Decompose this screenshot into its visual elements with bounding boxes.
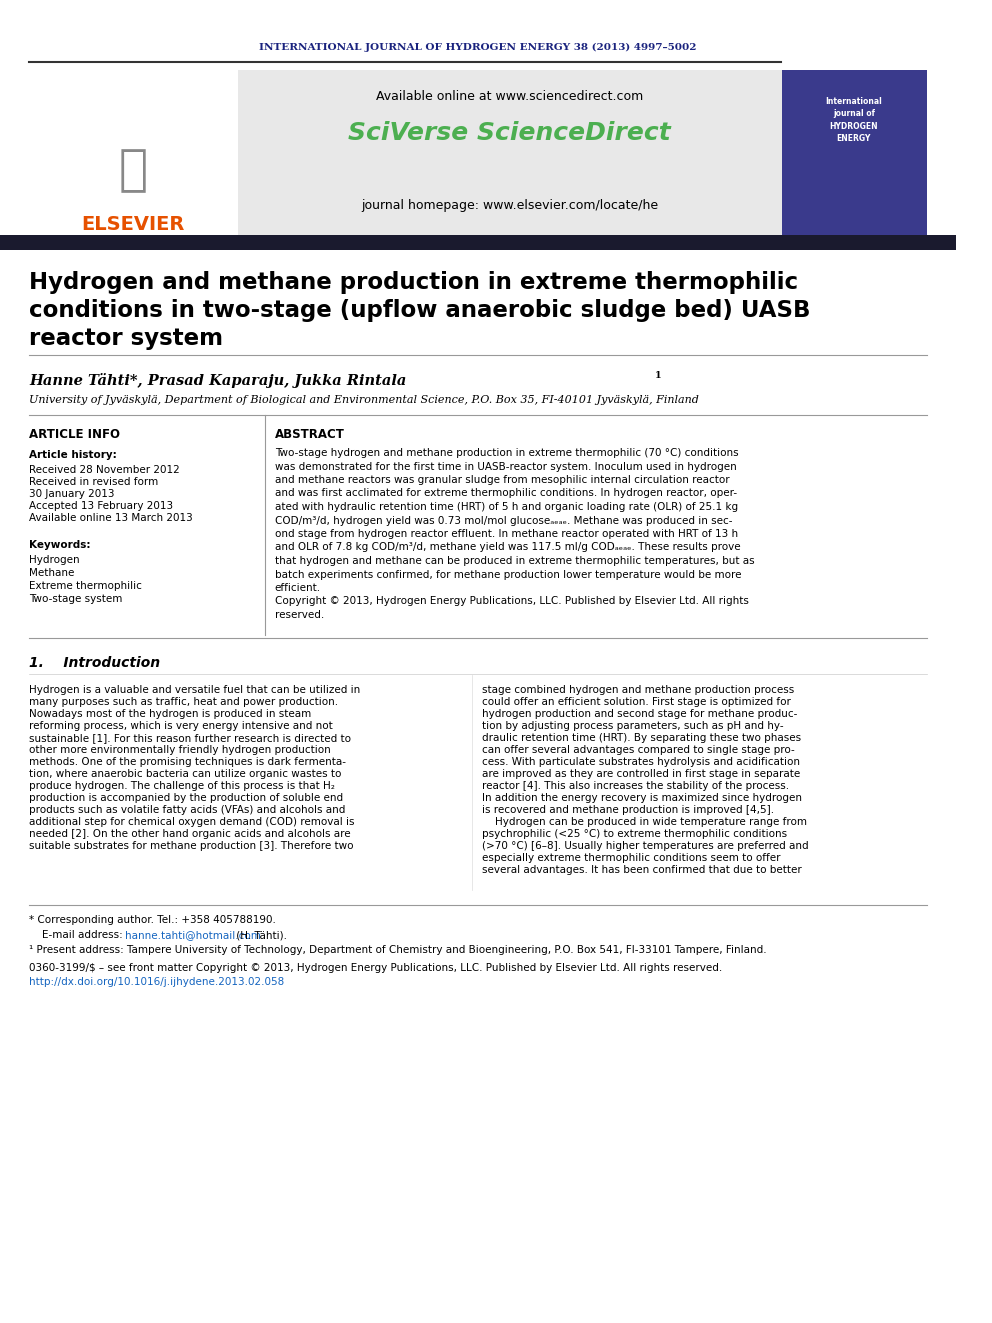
- Text: 1: 1: [656, 372, 662, 381]
- Text: Keywords:: Keywords:: [29, 540, 90, 550]
- Text: Hydrogen and methane production in extreme thermophilic: Hydrogen and methane production in extre…: [29, 270, 798, 294]
- Text: reserved.: reserved.: [275, 610, 324, 620]
- Text: is recovered and methane production is improved [4,5].: is recovered and methane production is i…: [482, 804, 774, 815]
- Text: INTERNATIONAL JOURNAL OF HYDROGEN ENERGY 38 (2013) 4997–5002: INTERNATIONAL JOURNAL OF HYDROGEN ENERGY…: [259, 42, 696, 52]
- Text: In addition the energy recovery is maximized since hydrogen: In addition the energy recovery is maxim…: [482, 792, 802, 803]
- Text: Two-stage hydrogen and methane production in extreme thermophilic (70 °C) condit: Two-stage hydrogen and methane productio…: [275, 448, 738, 458]
- Text: (>70 °C) [6–8]. Usually higher temperatures are preferred and: (>70 °C) [6–8]. Usually higher temperatu…: [482, 841, 808, 851]
- Text: University of Jyväskylä, Department of Biological and Environmental Science, P.O: University of Jyväskylä, Department of B…: [29, 396, 698, 405]
- Text: other more environmentally friendly hydrogen production: other more environmentally friendly hydr…: [29, 745, 330, 755]
- Text: * Corresponding author. Tel.: +358 405788190.: * Corresponding author. Tel.: +358 40578…: [29, 916, 276, 925]
- Text: Copyright © 2013, Hydrogen Energy Publications, LLC. Published by Elsevier Ltd. : Copyright © 2013, Hydrogen Energy Public…: [275, 597, 749, 606]
- Text: ated with hydraulic retention time (HRT) of 5 h and organic loading rate (OLR) o: ated with hydraulic retention time (HRT)…: [275, 501, 738, 512]
- Text: production is accompanied by the production of soluble end: production is accompanied by the product…: [29, 792, 343, 803]
- Text: conditions in two-stage (upflow anaerobic sludge bed) UASB: conditions in two-stage (upflow anaerobi…: [29, 299, 810, 321]
- Text: SciVerse ScienceDirect: SciVerse ScienceDirect: [348, 120, 672, 146]
- Text: Accepted 13 February 2013: Accepted 13 February 2013: [29, 501, 173, 511]
- Text: Received in revised form: Received in revised form: [29, 478, 158, 487]
- Text: several advantages. It has been confirmed that due to better: several advantages. It has been confirme…: [482, 865, 802, 875]
- Text: Methane: Methane: [29, 568, 74, 578]
- Text: tion, where anaerobic bacteria can utilize organic wastes to: tion, where anaerobic bacteria can utili…: [29, 769, 341, 779]
- Text: could offer an efficient solution. First stage is optimized for: could offer an efficient solution. First…: [482, 697, 791, 706]
- Text: ELSEVIER: ELSEVIER: [81, 216, 185, 234]
- FancyBboxPatch shape: [29, 70, 238, 235]
- Text: 1.    Introduction: 1. Introduction: [29, 656, 160, 669]
- Text: hanne.tahti@hotmail.com: hanne.tahti@hotmail.com: [125, 930, 261, 941]
- Text: ond stage from hydrogen reactor effluent. In methane reactor operated with HRT o: ond stage from hydrogen reactor effluent…: [275, 529, 738, 538]
- Text: Available online 13 March 2013: Available online 13 March 2013: [29, 513, 192, 523]
- Text: reactor [4]. This also increases the stability of the process.: reactor [4]. This also increases the sta…: [482, 781, 789, 791]
- Text: sustainable [1]. For this reason further research is directed to: sustainable [1]. For this reason further…: [29, 733, 351, 744]
- Text: 🌳: 🌳: [118, 146, 148, 194]
- Text: Hydrogen is a valuable and versatile fuel that can be utilized in: Hydrogen is a valuable and versatile fue…: [29, 685, 360, 695]
- Text: are improved as they are controlled in first stage in separate: are improved as they are controlled in f…: [482, 769, 801, 779]
- Text: Hydrogen can be produced in wide temperature range from: Hydrogen can be produced in wide tempera…: [482, 818, 806, 827]
- Text: Hydrogen: Hydrogen: [29, 556, 79, 565]
- Text: ARTICLE INFO: ARTICLE INFO: [29, 429, 120, 442]
- Text: produce hydrogen. The challenge of this process is that H₂: produce hydrogen. The challenge of this …: [29, 781, 334, 791]
- Text: ¹ Present address: Tampere University of Technology, Department of Chemistry and: ¹ Present address: Tampere University of…: [29, 945, 767, 955]
- Text: suitable substrates for methane production [3]. Therefore two: suitable substrates for methane producti…: [29, 841, 353, 851]
- Text: efficient.: efficient.: [275, 583, 320, 593]
- Text: and OLR of 7.8 kg COD/m³/d, methane yield was 117.5 ml/g CODₐₑₐₑ. These results : and OLR of 7.8 kg COD/m³/d, methane yiel…: [275, 542, 740, 553]
- FancyBboxPatch shape: [0, 235, 956, 250]
- FancyBboxPatch shape: [782, 70, 928, 235]
- Text: batch experiments confirmed, for methane production lower temperature would be m: batch experiments confirmed, for methane…: [275, 569, 741, 579]
- Text: Available online at www.sciencedirect.com: Available online at www.sciencedirect.co…: [376, 90, 644, 102]
- Text: was demonstrated for the first time in UASB-reactor system. Inoculum used in hyd: was demonstrated for the first time in U…: [275, 462, 736, 471]
- Text: psychrophilic (<25 °C) to extreme thermophilic conditions: psychrophilic (<25 °C) to extreme thermo…: [482, 830, 787, 839]
- Text: Extreme thermophilic: Extreme thermophilic: [29, 581, 142, 591]
- Text: Received 28 November 2012: Received 28 November 2012: [29, 464, 180, 475]
- Text: tion by adjusting process parameters, such as pH and hy-: tion by adjusting process parameters, su…: [482, 721, 784, 732]
- Text: Two-stage system: Two-stage system: [29, 594, 122, 605]
- Text: reactor system: reactor system: [29, 327, 223, 349]
- Text: and methane reactors was granular sludge from mesophilic internal circulation re: and methane reactors was granular sludge…: [275, 475, 729, 486]
- Text: 30 January 2013: 30 January 2013: [29, 490, 114, 499]
- Text: especially extreme thermophilic conditions seem to offer: especially extreme thermophilic conditio…: [482, 853, 781, 863]
- Text: cess. With particulate substrates hydrolysis and acidification: cess. With particulate substrates hydrol…: [482, 757, 800, 767]
- Text: E-mail address:: E-mail address:: [29, 930, 126, 941]
- FancyBboxPatch shape: [238, 70, 782, 235]
- Text: 0360-3199/$ – see front matter Copyright © 2013, Hydrogen Energy Publications, L: 0360-3199/$ – see front matter Copyright…: [29, 963, 722, 972]
- Text: Article history:: Article history:: [29, 450, 117, 460]
- Text: products such as volatile fatty acids (VFAs) and alcohols and: products such as volatile fatty acids (V…: [29, 804, 345, 815]
- Text: draulic retention time (HRT). By separating these two phases: draulic retention time (HRT). By separat…: [482, 733, 801, 744]
- Text: stage combined hydrogen and methane production process: stage combined hydrogen and methane prod…: [482, 685, 795, 695]
- Text: many purposes such as traffic, heat and power production.: many purposes such as traffic, heat and …: [29, 697, 338, 706]
- Text: methods. One of the promising techniques is dark fermenta-: methods. One of the promising techniques…: [29, 757, 346, 767]
- Text: COD/m³/d, hydrogen yield was 0.73 mol/mol glucoseₐₑₐₑ. Methane was produced in s: COD/m³/d, hydrogen yield was 0.73 mol/mo…: [275, 516, 732, 525]
- Text: additional step for chemical oxygen demand (COD) removal is: additional step for chemical oxygen dema…: [29, 818, 354, 827]
- Text: journal homepage: www.elsevier.com/locate/he: journal homepage: www.elsevier.com/locat…: [361, 198, 659, 212]
- Text: reforming process, which is very energy intensive and not: reforming process, which is very energy …: [29, 721, 332, 732]
- Text: http://dx.doi.org/10.1016/j.ijhydene.2013.02.058: http://dx.doi.org/10.1016/j.ijhydene.201…: [29, 976, 284, 987]
- Text: ABSTRACT: ABSTRACT: [275, 429, 344, 442]
- Text: that hydrogen and methane can be produced in extreme thermophilic temperatures, : that hydrogen and methane can be produce…: [275, 556, 754, 566]
- Text: (H. Tähti).: (H. Tähti).: [233, 930, 288, 941]
- Text: Nowadays most of the hydrogen is produced in steam: Nowadays most of the hydrogen is produce…: [29, 709, 311, 718]
- Text: can offer several advantages compared to single stage pro-: can offer several advantages compared to…: [482, 745, 795, 755]
- Text: and was first acclimated for extreme thermophilic conditions. In hydrogen reacto: and was first acclimated for extreme the…: [275, 488, 737, 499]
- Text: needed [2]. On the other hand organic acids and alcohols are: needed [2]. On the other hand organic ac…: [29, 830, 350, 839]
- Text: hydrogen production and second stage for methane produc-: hydrogen production and second stage for…: [482, 709, 798, 718]
- Text: Hanne Tähti*, Prasad Kaparaju, Jukka Rintala: Hanne Tähti*, Prasad Kaparaju, Jukka Rin…: [29, 373, 412, 388]
- Text: International
journal of
HYDROGEN
ENERGY: International journal of HYDROGEN ENERGY: [825, 97, 882, 143]
